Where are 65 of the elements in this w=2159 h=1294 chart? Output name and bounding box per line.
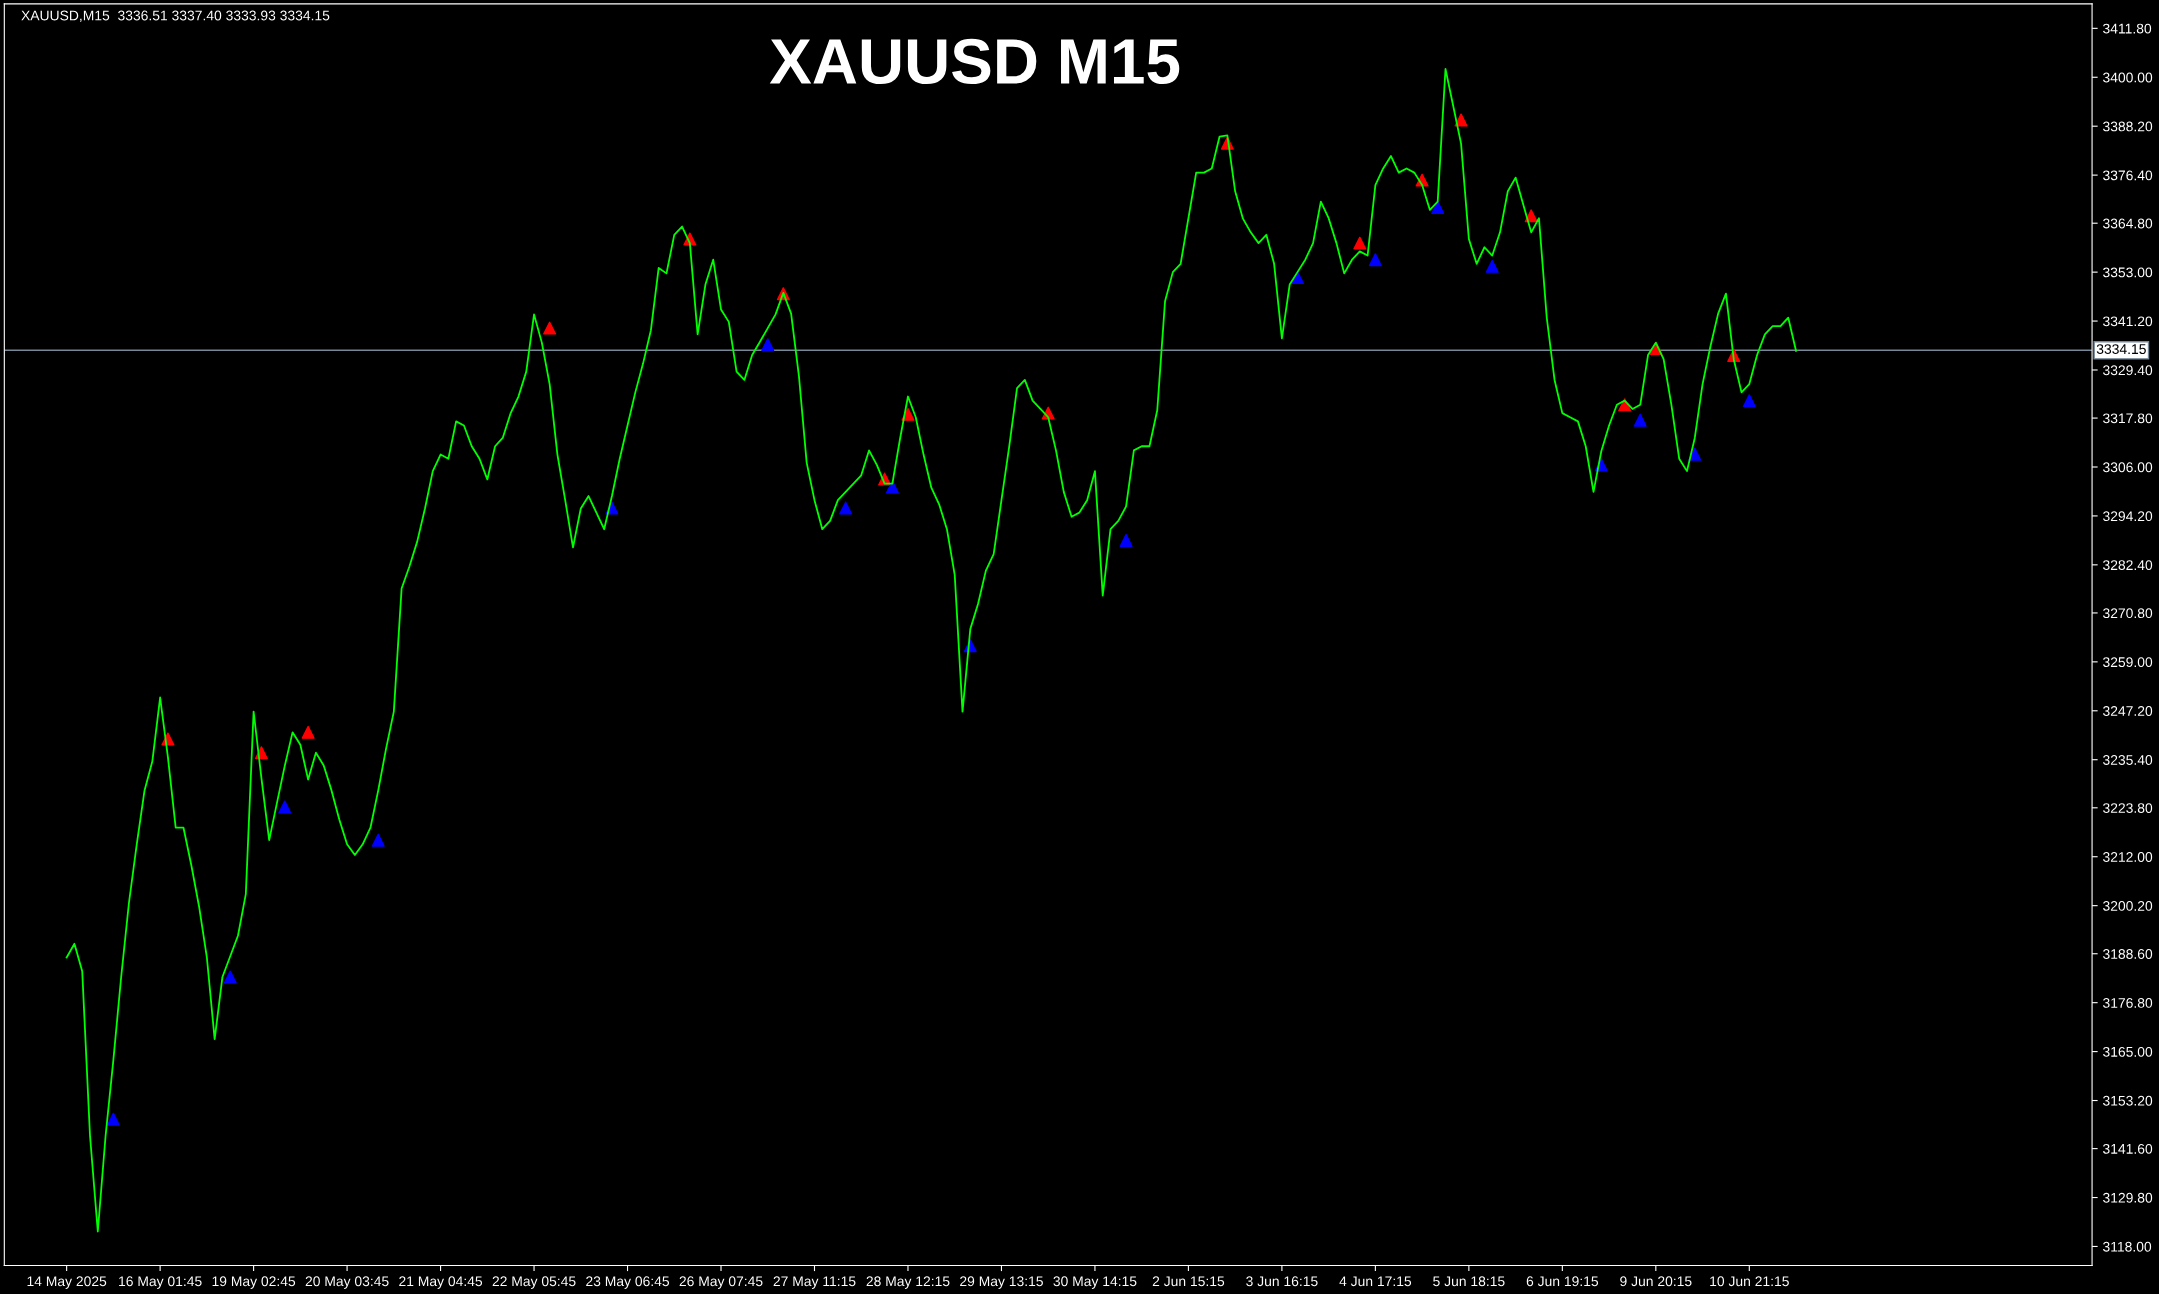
x-tick-label: 10 Jun 21:15	[1710, 1276, 1789, 1287]
x-tick-label: 2 Jun 15:15	[1152, 1276, 1225, 1287]
y-tick-label: 3329.40	[2103, 365, 2153, 376]
y-tick-label: 3353.00	[2103, 267, 2153, 278]
point	[1119, 533, 1133, 547]
point	[1353, 236, 1367, 250]
x-tick-label: 22 May 05:45	[492, 1276, 576, 1289]
point	[371, 833, 385, 847]
point	[1742, 394, 1756, 408]
y-tick-label: 3411.80	[2103, 23, 2152, 34]
point	[278, 800, 292, 814]
x-tick-label: 30 May 14:15	[1053, 1276, 1137, 1289]
y-tick-label: 3200.20	[2103, 900, 2153, 911]
x-tick-label: 29 May 13:15	[960, 1276, 1043, 1289]
annotation: XAUUSD,M15 3336.51 3337.40 3333.93 3334.15	[21, 10, 330, 23]
y-tick-label: 3306.00	[2103, 462, 2153, 473]
y-tick-label: 3141.60	[2103, 1143, 2153, 1154]
y-tick-label: 3223.80	[2103, 803, 2153, 813]
ref-line-label: 3334.15	[2096, 344, 2146, 355]
y-tick-label: 3400.00	[2103, 72, 2153, 83]
point	[1688, 447, 1702, 461]
y-tick-label: 3212.00	[2103, 852, 2153, 862]
point	[1368, 253, 1382, 267]
y-tick-label: 3317.80	[2103, 413, 2153, 424]
point	[761, 338, 775, 352]
x-tick-label: 9 Jun 20:15	[1620, 1276, 1692, 1287]
y-tick-label: 3388.20	[2103, 121, 2153, 132]
x-tick-label: 3 Jun 16:15	[1246, 1276, 1318, 1287]
point	[1485, 259, 1499, 273]
x-tick-label: 23 May 06:45	[586, 1276, 670, 1289]
point	[885, 480, 899, 494]
x-tick-label: 6 Jun 19:15	[1526, 1276, 1599, 1287]
y-tick-label: 3376.40	[2103, 170, 2153, 181]
x-tick-label: 5 Jun 18:15	[1433, 1276, 1505, 1287]
chart-title: XAUUSD M15	[769, 38, 1180, 85]
x-tick-label: 28 May 12:15	[866, 1276, 950, 1289]
y-tick-label: 3270.80	[2103, 608, 2153, 619]
x-tick-label: 27 May 11:15	[773, 1276, 856, 1289]
y-tick-label: 3259.00	[2103, 657, 2153, 668]
y-tick-label: 3364.80	[2103, 218, 2153, 229]
x-tick-label: 19 May 02:45	[212, 1276, 296, 1289]
y-tick-label: 3282.40	[2103, 560, 2153, 571]
x-tick-label: 16 May 01:45	[119, 1276, 202, 1289]
point	[301, 725, 315, 739]
y-tick-label: 3176.80	[2103, 998, 2153, 1008]
y-tick-label: 3247.20	[2103, 706, 2153, 716]
x-tick-label: 4 Jun 17:15	[1339, 1276, 1412, 1287]
point	[1431, 200, 1445, 214]
y-tick-label: 3118.00	[2103, 1241, 2152, 1252]
y-tick-label: 3188.60	[2103, 949, 2153, 959]
y-tick-label: 3153.20	[2103, 1095, 2153, 1106]
point	[223, 970, 237, 984]
y-tick-label: 3235.40	[2103, 755, 2153, 765]
point	[543, 321, 557, 335]
y-tick-label: 3165.00	[2103, 1046, 2153, 1057]
y-tick-label: 3341.20	[2103, 316, 2153, 327]
x-tick-label: 14 May 2025	[27, 1276, 107, 1289]
point	[1633, 413, 1647, 427]
x-tick-label: 26 May 07:45	[679, 1276, 763, 1289]
x-tick-label: 20 May 03:45	[305, 1276, 389, 1289]
x-tick-label: 21 May 04:45	[399, 1276, 483, 1289]
point	[839, 501, 853, 515]
point	[106, 1112, 120, 1126]
y-tick-label: 3294.20	[2103, 511, 2153, 522]
y-tick-label: 3129.80	[2103, 1192, 2153, 1203]
